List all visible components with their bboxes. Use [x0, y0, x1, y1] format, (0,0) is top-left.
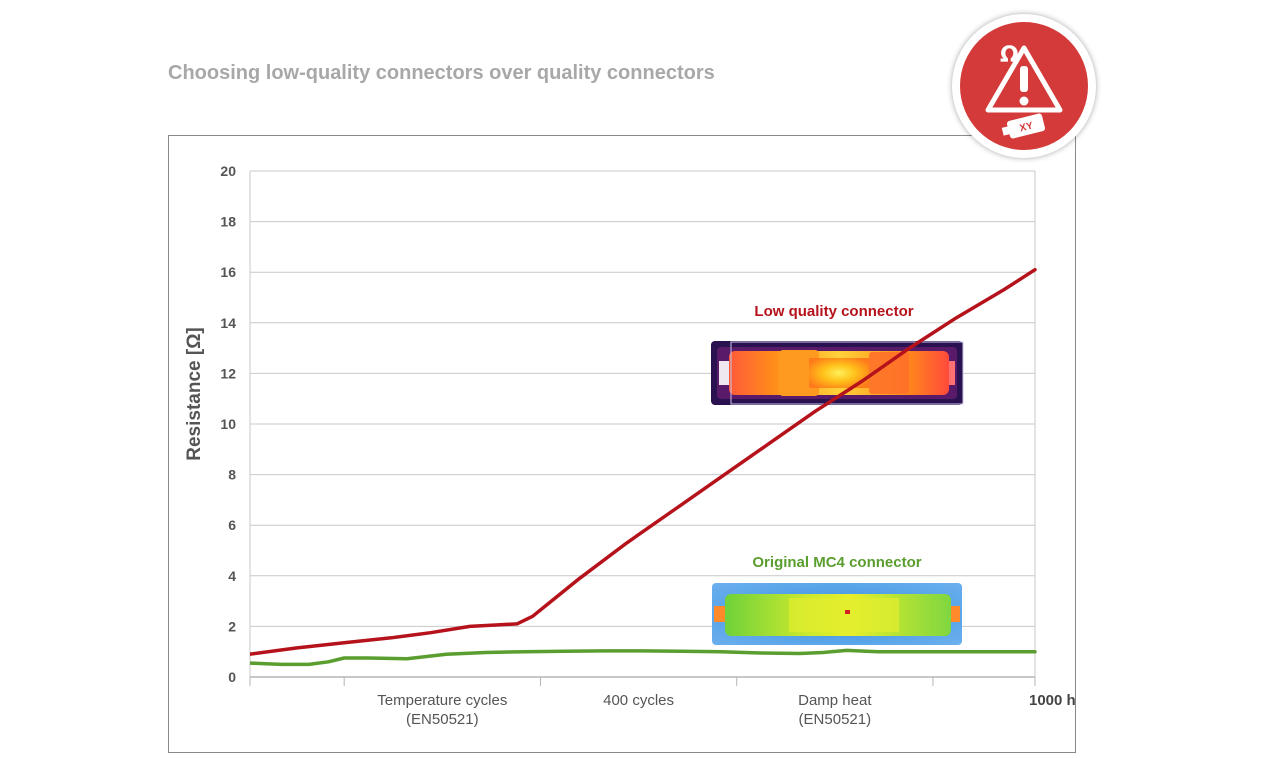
y-tick-label: 8 [228, 467, 236, 483]
x-tick-label: (EN50521) [406, 711, 479, 728]
chart-frame: 0 2 4 6 8 10 12 14 16 18 20 Temperature cycles (EN5… [168, 135, 1076, 753]
y-axis-label: Resistance [Ω] [184, 327, 205, 461]
resistance-chart: 0 2 4 6 8 10 12 14 16 18 20 Temperature cycles (EN5… [184, 163, 1075, 728]
y-tick-label: 18 [220, 214, 236, 230]
y-tick-label: 10 [220, 416, 236, 432]
badge-circle: Ω XY [960, 22, 1088, 150]
y-tick-label: 4 [228, 568, 236, 584]
x-tick-label: (EN50521) [799, 711, 872, 728]
warning-badge: Ω XY [952, 14, 1096, 158]
y-tick-label: 2 [228, 618, 236, 634]
page-title: Choosing low-quality connectors over qua… [168, 62, 715, 84]
x-axis: Temperature cycles (EN50521) 400 cycles Dam… [249, 676, 1075, 728]
y-tick-label: 6 [228, 517, 236, 533]
x-tick-label: 400 cycles [603, 692, 674, 709]
badge-label: XY [1019, 120, 1035, 134]
y-tick-label: 16 [220, 264, 236, 280]
x-tick-label: Damp heat [798, 692, 872, 709]
low-quality-thermal-image [711, 341, 964, 405]
x-tick-label: 1000 h [1029, 692, 1075, 709]
y-tick-labels: 0 2 4 6 8 10 12 14 16 18 20 [220, 163, 236, 685]
series-lines [250, 267, 1037, 667]
mc4-thermal-image [712, 583, 962, 645]
y-tick-label: 0 [228, 669, 236, 685]
svg-text:Ω: Ω [1000, 43, 1019, 68]
mc4-series-line [250, 648, 1037, 667]
low-quality-series-line [250, 267, 1037, 656]
mc4-label: Original MC4 connector [752, 554, 921, 571]
y-tick-label: 14 [220, 315, 236, 331]
low-quality-label: Low quality connector [754, 303, 913, 320]
grid-lines [249, 170, 1036, 677]
y-tick-label: 12 [220, 365, 236, 381]
y-tick-label: 20 [220, 163, 236, 179]
x-tick-label: Temperature cycles [377, 692, 507, 709]
connector-warning-icon: Ω XY [985, 43, 1063, 139]
